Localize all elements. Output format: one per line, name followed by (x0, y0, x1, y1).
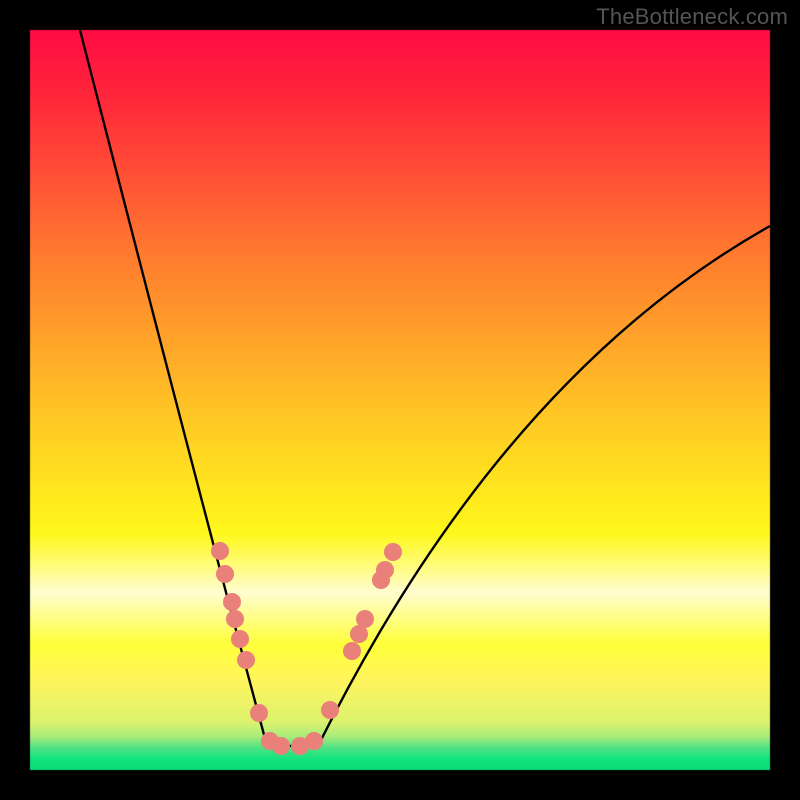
data-marker (272, 737, 290, 755)
bottleneck-curve (80, 30, 770, 746)
curve-overlay (0, 0, 800, 800)
data-marker (356, 610, 374, 628)
data-marker (305, 732, 323, 750)
data-marker (226, 610, 244, 628)
data-marker (384, 543, 402, 561)
data-marker (321, 701, 339, 719)
chart-stage: TheBottleneck.com (0, 0, 800, 800)
data-marker (376, 561, 394, 579)
data-marker (231, 630, 249, 648)
data-marker (343, 642, 361, 660)
watermark-text: TheBottleneck.com (596, 4, 788, 30)
data-marker (223, 593, 241, 611)
data-marker (237, 651, 255, 669)
data-marker (250, 704, 268, 722)
data-marker (216, 565, 234, 583)
data-marker (211, 542, 229, 560)
